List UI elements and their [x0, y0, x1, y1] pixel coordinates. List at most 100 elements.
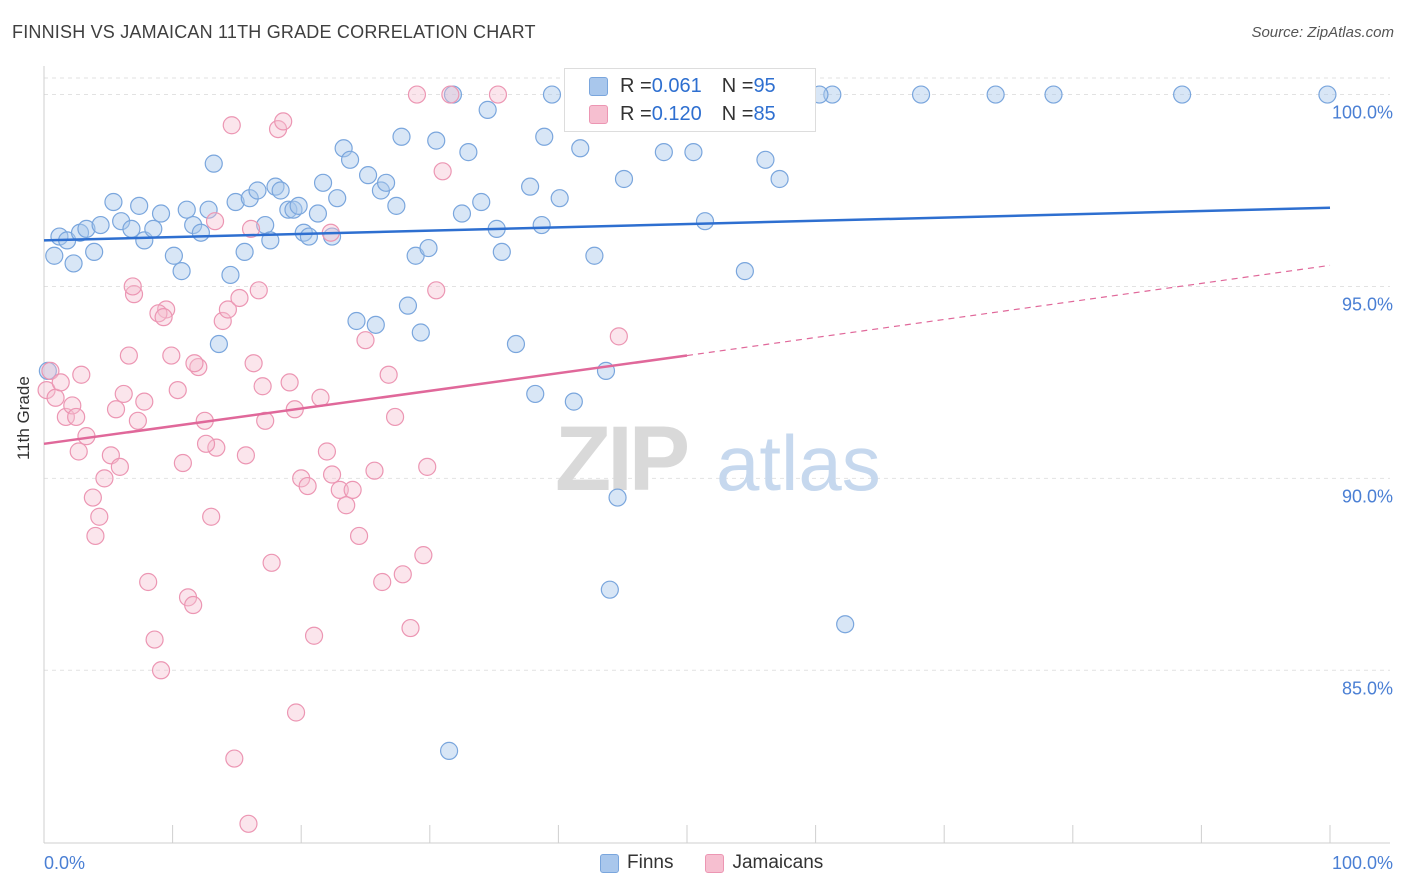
finns-point	[1173, 85, 1192, 104]
jamaicans-point	[86, 526, 105, 546]
jamaicans-point	[207, 438, 226, 457]
finns-point	[492, 242, 511, 262]
jamaicans-point	[393, 565, 412, 584]
jamaicans-point	[262, 553, 281, 572]
finns-point	[459, 143, 478, 162]
jamaicans-swatch	[589, 105, 608, 124]
jamaicans-point	[337, 496, 356, 515]
finns-point	[104, 192, 123, 212]
legend-r-value: 0.120	[651, 103, 702, 125]
legend-r-label: R =	[620, 103, 652, 125]
jamaicans-point	[196, 434, 216, 453]
finns-point	[261, 231, 280, 250]
jamaicans-point	[401, 618, 420, 638]
finns-point	[770, 169, 789, 189]
jamaicans-point	[123, 277, 142, 296]
jamaicans-point	[173, 453, 192, 473]
finns-point	[564, 392, 583, 411]
finns-point	[209, 334, 228, 354]
finns-swatch	[589, 77, 608, 96]
finns-point	[571, 139, 590, 158]
jamaicans-point	[213, 311, 232, 331]
jamaicans-point	[72, 365, 91, 384]
y-axis-label: 11th Grade	[14, 376, 33, 460]
finns-point	[1318, 85, 1337, 104]
legend-item-jamaicans[interactable]: Jamaicans	[705, 852, 823, 874]
finns-point	[585, 246, 604, 265]
jamaicans-point	[225, 749, 244, 768]
jamaicans-point	[41, 361, 60, 380]
finns-point	[177, 200, 196, 219]
jamaicans-point	[298, 476, 317, 496]
watermark-zip: ZIP	[555, 408, 688, 510]
finns-point	[184, 215, 203, 235]
jamaicans-point	[488, 85, 508, 104]
jamaicans-point	[373, 572, 392, 592]
jamaicans-point	[330, 480, 349, 499]
finns-point	[521, 177, 540, 196]
jamaicans-point	[311, 388, 330, 407]
jamaicans-point	[139, 572, 158, 592]
finns-point	[172, 262, 191, 281]
x-tick-label: 0.0%	[44, 853, 85, 873]
finns-point	[535, 127, 554, 146]
series-legend: Finns Jamaicans	[600, 852, 845, 874]
jamaicans-point	[244, 354, 263, 373]
finns-point	[911, 85, 931, 104]
jamaicans-point	[343, 480, 362, 499]
jamaicans-point	[56, 407, 75, 427]
jamaicans-point	[106, 400, 126, 419]
jamaicans-point	[441, 85, 460, 104]
finns-point	[411, 323, 430, 342]
legend-r-label: R =	[620, 75, 652, 97]
jamaicans-point	[184, 595, 203, 615]
legend-n-label: N =	[721, 75, 754, 97]
finns-point	[299, 227, 319, 246]
finns-point	[376, 173, 396, 192]
jamaicans-point	[205, 212, 225, 231]
legend-n-value: 95	[753, 75, 776, 97]
y-tick-label: 100.0%	[1332, 103, 1393, 123]
finns-point	[695, 212, 715, 231]
legend-row-jamaicans: R = 0.120 N = 85	[589, 103, 776, 126]
finns-point	[986, 85, 1005, 104]
finns-point	[191, 223, 210, 242]
finns-point	[151, 204, 171, 223]
jamaicans-point	[253, 377, 272, 396]
source-note: Source: ZipAtlas.com	[1251, 24, 1394, 41]
jamaicans-point	[304, 626, 324, 645]
finns-point	[439, 741, 459, 760]
jamaicans-point	[317, 442, 337, 461]
jamaicans-point	[135, 392, 154, 411]
finns-point	[654, 143, 673, 162]
finns-point	[735, 262, 754, 281]
legend-item-finns[interactable]: Finns	[600, 852, 673, 874]
finns-point	[347, 311, 366, 331]
finns-point	[387, 196, 406, 215]
finns-point	[144, 219, 163, 238]
jamaicans-point	[67, 407, 86, 427]
finns-point	[85, 242, 104, 262]
y-tick-label: 90.0%	[1342, 486, 1393, 506]
finns-point	[334, 139, 353, 158]
legend-label-finns: Finns	[627, 852, 674, 873]
jamaicans-point	[222, 116, 241, 135]
finns-point	[235, 242, 254, 262]
finns-point	[204, 154, 223, 173]
jamaicans-point	[202, 507, 221, 526]
trend-lines	[43, 206, 1331, 446]
finns-point	[248, 181, 267, 200]
finns-point	[112, 212, 131, 231]
jamaicans-point	[274, 112, 293, 131]
legend-r-value: 0.061	[651, 75, 702, 97]
finns-point	[398, 296, 418, 315]
finns-point	[240, 189, 259, 208]
jamaicans-point	[90, 507, 109, 526]
jamaicans-point	[83, 488, 102, 507]
jamaicans-point	[69, 442, 88, 461]
finns-point	[45, 246, 64, 265]
jamaicans-point	[609, 327, 628, 346]
finns-point	[328, 189, 347, 208]
jamaicans-point	[119, 346, 138, 365]
